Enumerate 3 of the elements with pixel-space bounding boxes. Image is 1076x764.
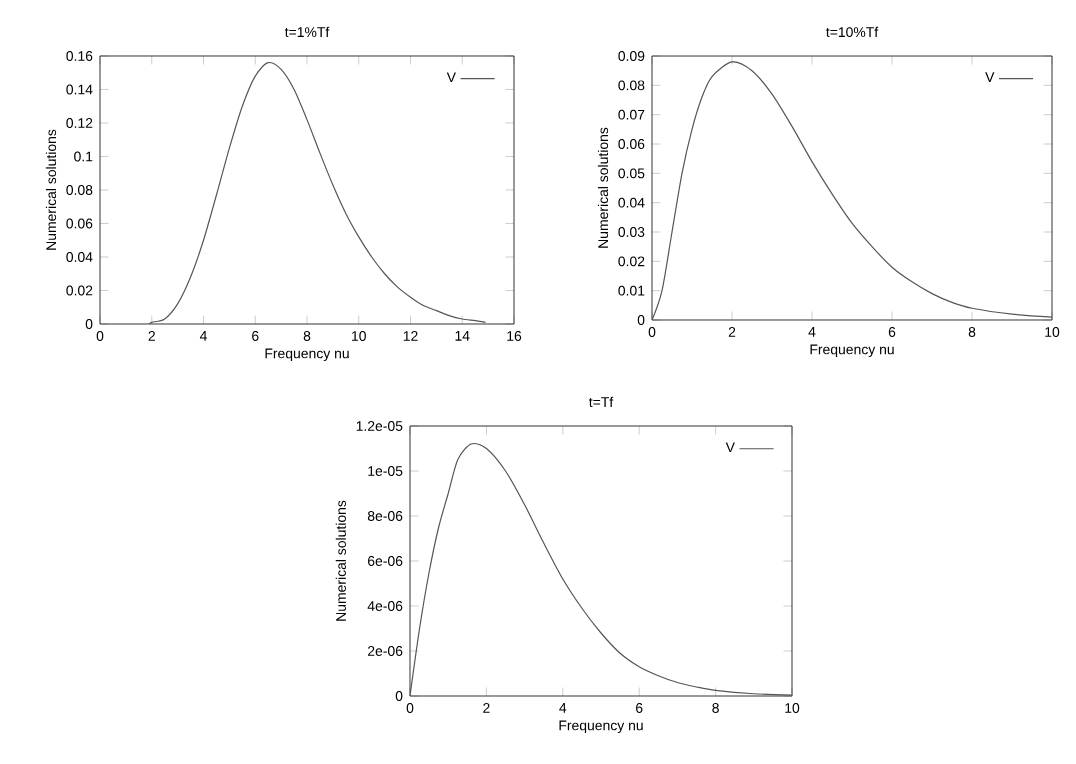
- line-series: [410, 443, 793, 696]
- line-series: [652, 61, 1053, 320]
- line-series: [148, 61, 487, 324]
